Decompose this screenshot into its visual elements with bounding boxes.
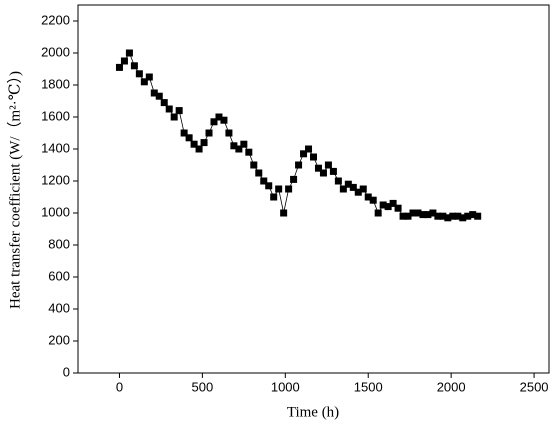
data-point (230, 142, 238, 150)
data-point (305, 145, 313, 153)
data-point (314, 164, 322, 172)
y-tick-label: 1000 (41, 204, 70, 219)
data-point (434, 212, 442, 220)
data-point (324, 161, 332, 169)
data-point (339, 185, 347, 193)
x-tick-label: 2500 (520, 379, 549, 394)
data-point (369, 196, 377, 204)
data-point (175, 107, 183, 115)
data-point (255, 169, 263, 177)
data-point (404, 212, 412, 220)
data-point (245, 148, 253, 156)
data-point (120, 57, 128, 65)
data-point (145, 73, 153, 81)
data-point (334, 177, 342, 185)
data-point (414, 209, 422, 217)
y-tick-label: 200 (48, 332, 70, 347)
data-point (444, 214, 452, 222)
data-point (374, 209, 382, 217)
y-axis-title: Heat transfer coefficient (W/（m²·℃）) (6, 71, 23, 309)
y-tick-label: 1200 (41, 172, 70, 187)
data-point (449, 212, 457, 220)
data-point (195, 145, 203, 153)
y-tick-label: 800 (48, 236, 70, 251)
data-point (235, 145, 243, 153)
data-point (310, 153, 317, 161)
data-point (319, 169, 327, 177)
data-point (130, 62, 138, 70)
data-point (344, 180, 352, 188)
x-axis-title: Time (h) (287, 404, 339, 420)
data-point (464, 212, 472, 220)
y-tick-label: 1800 (41, 76, 70, 91)
data-point (359, 185, 367, 193)
y-tick-label: 2000 (41, 44, 70, 59)
data-point (285, 185, 293, 193)
plot-frame (77, 4, 550, 374)
data-point (379, 201, 387, 209)
data-point (185, 134, 193, 142)
data-point (474, 212, 482, 220)
data-point (140, 78, 148, 86)
data-point (295, 161, 303, 169)
data-point (200, 139, 208, 147)
data-point (170, 113, 178, 121)
y-tick-label: 2200 (41, 12, 70, 27)
data-point (349, 183, 357, 191)
data-point (270, 193, 278, 201)
data-point (354, 188, 362, 196)
data-point (394, 204, 402, 212)
data-point (205, 129, 213, 137)
data-point (150, 89, 158, 97)
x-tick-label: 1000 (271, 379, 300, 394)
data-point (300, 150, 308, 158)
data-point (190, 140, 198, 148)
x-tick-label: 0 (116, 379, 123, 394)
data-point (329, 167, 337, 175)
data-point (280, 209, 288, 217)
data-point (160, 99, 168, 107)
data-point (220, 116, 228, 124)
data-point (409, 209, 417, 217)
data-point (399, 212, 407, 220)
y-tick-label: 1600 (41, 108, 70, 123)
x-tick-label: 1500 (354, 379, 383, 394)
data-point (240, 140, 248, 148)
data-point (265, 182, 273, 190)
data-point (290, 175, 298, 183)
data-point (275, 185, 283, 193)
y-tick-label: 600 (48, 268, 70, 283)
data-point (225, 129, 233, 137)
data-point (180, 129, 188, 137)
data-point (260, 177, 268, 185)
data-point (135, 70, 143, 78)
data-point (215, 113, 223, 121)
data-point (429, 209, 437, 217)
y-tick-label: 0 (63, 364, 70, 379)
data-point (364, 193, 372, 201)
data-point (439, 212, 447, 220)
data-point (115, 63, 123, 71)
x-tick-label: 500 (192, 379, 214, 394)
data-point (469, 211, 477, 219)
y-tick-label: 400 (48, 300, 70, 315)
data-point (384, 203, 392, 211)
data-point (459, 214, 467, 222)
data-point (424, 211, 432, 219)
data-point (419, 211, 427, 219)
data-point (250, 161, 258, 169)
data-point (125, 49, 133, 57)
x-tick-label: 2000 (437, 379, 466, 394)
data-point (155, 92, 163, 100)
data-point (389, 199, 397, 207)
y-tick-label: 1400 (41, 140, 70, 155)
data-point (454, 212, 462, 220)
series-line (119, 52, 478, 219)
data-point (210, 118, 218, 126)
data-point (165, 105, 173, 113)
